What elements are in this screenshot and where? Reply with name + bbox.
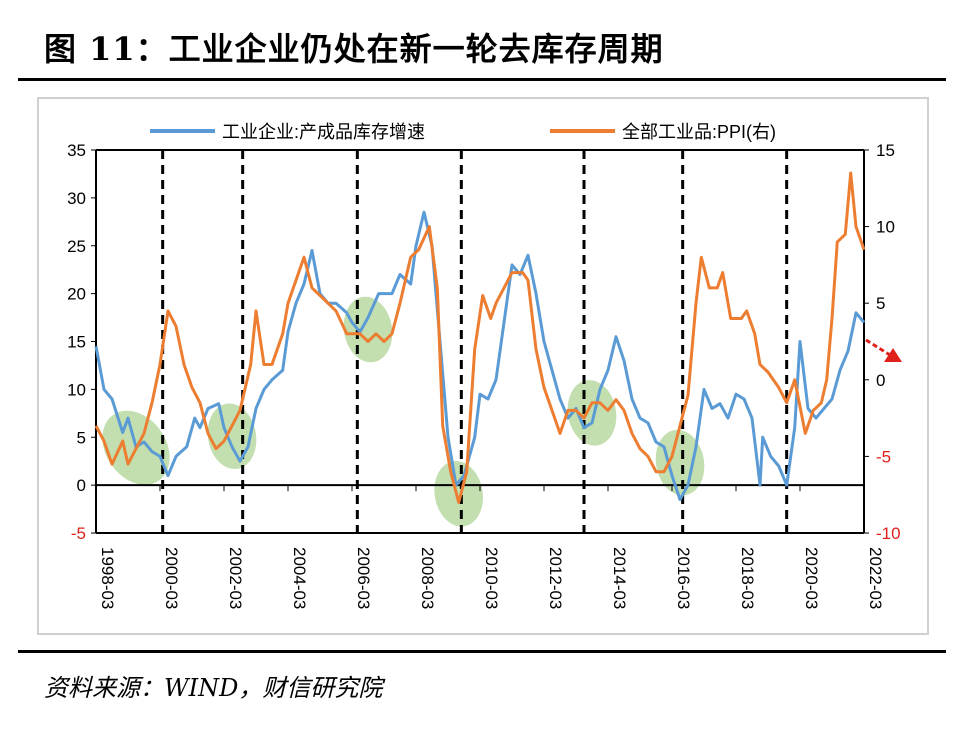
- highlight-layer: [102, 296, 705, 527]
- source-note: 资料来源：WIND，财信研究院: [44, 674, 383, 702]
- y-left-tick-label: 10: [67, 380, 86, 399]
- inventory-growth-line: [94, 210, 866, 501]
- x-tick-label: 2014-03: [610, 547, 629, 609]
- highlight-ellipse: [207, 403, 257, 470]
- y-left-tick-label: 25: [67, 237, 86, 256]
- x-tick-label: 2010-03: [482, 547, 501, 609]
- x-tick-label: 2020-03: [802, 547, 821, 609]
- y-right-tick-label: 15: [876, 141, 895, 160]
- x-tick-label: 2004-03: [290, 547, 309, 609]
- x-tick-label: 2006-03: [354, 547, 373, 609]
- series-layer: [94, 171, 866, 504]
- y-left-tick-label: 15: [67, 333, 86, 352]
- title-rule: [18, 78, 946, 81]
- x-tick-label: 2022-03: [866, 547, 885, 609]
- legend-label-inventory: 工业企业:产成品库存增速: [222, 122, 425, 142]
- y-left-tick-label: 0: [77, 476, 86, 495]
- legend: 工业企业:产成品库存增速 全部工业品:PPI(右): [150, 122, 776, 142]
- x-tick-label: 2016-03: [674, 547, 693, 609]
- x-tick-label: 2000-03: [162, 547, 181, 609]
- y-left-tick-label: -5: [71, 524, 86, 543]
- y-left-tick-label: 30: [67, 189, 86, 208]
- highlight-ellipse: [655, 429, 705, 496]
- y-left-tick-label: 35: [67, 141, 86, 160]
- x-tick-label: 2002-03: [226, 547, 245, 609]
- x-tick-label: 2018-03: [738, 547, 757, 609]
- red-arrow-icon: [865, 338, 902, 362]
- source-rule: [18, 650, 946, 653]
- x-tick-label: 2008-03: [418, 547, 437, 609]
- figure-title: 图 11：工业企业仍处在新一轮去库存周期: [44, 30, 664, 68]
- y-left-tick-label: 5: [77, 428, 86, 447]
- x-tick-label: 1998-03: [98, 547, 117, 609]
- axes: 35 30 25 20 15 10 5 0 -5 15 10 5 0 -5 -10 1998-03 2000-0…: [67, 141, 901, 609]
- legend-label-ppi: 全部工业品:PPI(右): [622, 122, 776, 142]
- highlight-ellipse: [343, 296, 393, 363]
- y-right-tick-label: -10: [876, 524, 901, 543]
- ppi-line: [94, 171, 866, 504]
- chart-frame: [37, 97, 929, 635]
- y-right-tick-label: 10: [876, 218, 895, 237]
- highlight-ellipse: [567, 380, 617, 446]
- highlight-ellipse: [434, 460, 483, 527]
- y-left-tick-label: 20: [67, 285, 86, 304]
- x-tick-label: 2012-03: [546, 547, 565, 609]
- y-right-tick-label: -5: [876, 447, 891, 466]
- y-right-tick-label: 0: [876, 371, 885, 390]
- y-right-tick-label: 5: [876, 294, 885, 313]
